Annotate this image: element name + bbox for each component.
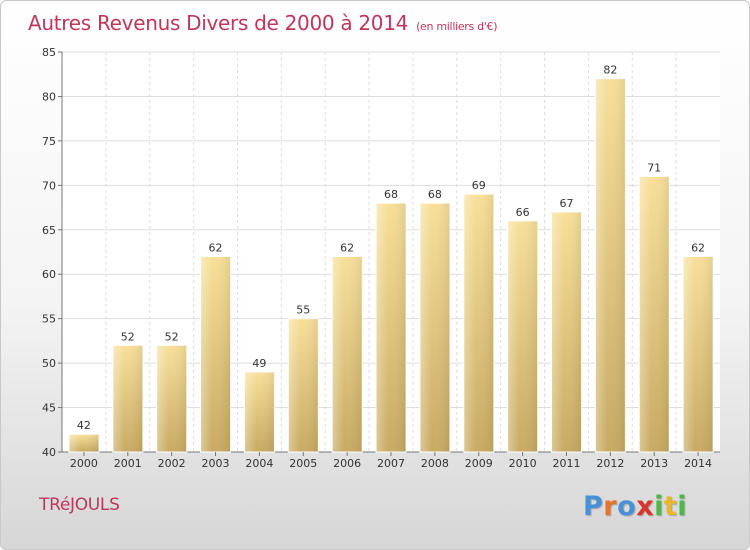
- value-label-2006: 62: [340, 241, 354, 254]
- value-label-2010: 66: [516, 206, 530, 219]
- logo-letter: r: [603, 491, 618, 522]
- value-label-2007: 68: [384, 188, 398, 201]
- bar-shine-2004: [244, 372, 275, 452]
- value-label-2014: 62: [691, 241, 705, 254]
- bar-shine-2011: [551, 212, 582, 452]
- x-tick-label-2000: 2000: [70, 457, 98, 470]
- y-tick-label: 40: [42, 446, 56, 459]
- x-tick-label-2012: 2012: [596, 457, 624, 470]
- x-tick-label-2009: 2009: [465, 457, 493, 470]
- logo-letter: P: [583, 491, 604, 522]
- y-tick-label: 75: [42, 135, 56, 148]
- value-label-2013: 71: [647, 161, 661, 174]
- value-label-2008: 68: [428, 188, 442, 201]
- y-tick-label: 70: [42, 179, 56, 192]
- bar-shine-2007: [376, 203, 406, 452]
- value-label-2002: 52: [165, 330, 179, 343]
- x-tick-label-2002: 2002: [158, 457, 186, 470]
- value-label-2000: 42: [77, 419, 91, 432]
- chart-title-text: Autres Revenus Divers de 2000 à 2014: [28, 11, 409, 35]
- proxiti-logo: Proxiti: [583, 491, 687, 522]
- bar-shine-2012: [595, 78, 626, 453]
- y-tick-label: 80: [42, 90, 56, 103]
- value-label-2001: 52: [121, 330, 135, 343]
- y-tick-label: 65: [42, 224, 56, 237]
- x-tick-label-2010: 2010: [509, 457, 537, 470]
- x-tick-label-2011: 2011: [552, 457, 580, 470]
- x-tick-label-2007: 2007: [377, 457, 405, 470]
- logo-letter: o: [617, 491, 637, 522]
- x-tick-label-2004: 2004: [245, 457, 273, 470]
- value-label-2005: 55: [296, 304, 310, 317]
- x-tick-label-2003: 2003: [202, 457, 230, 470]
- logo-letter: x: [636, 491, 655, 522]
- logo-letter: i: [677, 491, 688, 522]
- logo-letter: t: [663, 491, 678, 522]
- bar-shine-2013: [639, 176, 670, 452]
- bar-shine-2009: [463, 194, 494, 452]
- x-tick-label-2014: 2014: [684, 457, 712, 470]
- bar-shine-2001: [112, 345, 143, 452]
- bar-shine-2006: [332, 256, 363, 452]
- value-label-2012: 82: [603, 64, 617, 77]
- x-tick-label-2005: 2005: [289, 457, 317, 470]
- x-tick-label-2013: 2013: [640, 457, 668, 470]
- y-tick-label: 55: [42, 313, 56, 326]
- value-label-2009: 69: [472, 179, 486, 192]
- x-tick-label-2008: 2008: [421, 457, 449, 470]
- bar-shine-2008: [419, 203, 450, 452]
- logo-letter: i: [654, 491, 664, 522]
- bar-shine-2003: [200, 256, 231, 452]
- y-tick-label: 45: [42, 402, 56, 415]
- value-label-2011: 67: [559, 197, 573, 210]
- y-tick-label: 60: [42, 268, 56, 281]
- bar-shine-2010: [507, 220, 538, 452]
- chart-title: Autres Revenus Divers de 2000 à 2014 (en …: [28, 11, 498, 35]
- town-name: TRéJOULS: [39, 495, 120, 515]
- y-tick-label: 85: [42, 46, 56, 59]
- y-tick-label: 50: [42, 357, 56, 370]
- bar-shine-2000: [68, 434, 99, 452]
- bar-shine-2014: [683, 256, 714, 452]
- x-tick-label-2006: 2006: [333, 457, 361, 470]
- x-tick-label-2001: 2001: [114, 457, 142, 470]
- bar-shine-2002: [156, 345, 187, 452]
- value-label-2004: 49: [252, 357, 266, 370]
- value-label-2003: 62: [209, 241, 223, 254]
- bar-shine-2005: [288, 318, 319, 452]
- chart-unit-label: (en milliers d'€): [416, 20, 498, 33]
